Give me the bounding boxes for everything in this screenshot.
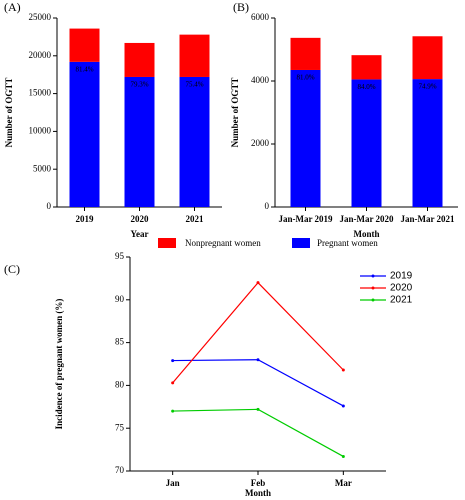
legend-label: Nonpregnant women [185, 238, 261, 248]
panel-title: (A) [4, 0, 21, 14]
y-tick-label: 5000 [33, 163, 52, 173]
series-line [172, 408, 344, 457]
bar-segment [351, 55, 382, 80]
bar-segment [351, 79, 382, 207]
y-axis-label: Number of OGTT [4, 78, 14, 148]
point [256, 281, 260, 285]
x-axis-label: Year [131, 229, 149, 239]
panel-title: (B) [233, 0, 249, 14]
x-tick-label: Mar [335, 478, 352, 488]
y-tick-label: 0 [265, 201, 270, 211]
x-tick-label: Jan-Mar 2020 [339, 214, 394, 224]
point [171, 409, 175, 413]
y-tick-label: 6000 [251, 12, 270, 22]
y-tick-label: 20000 [29, 50, 52, 60]
bar-annotation: 79.3% [130, 81, 148, 89]
legend-label: 2019 [390, 271, 413, 282]
legend-point [371, 298, 375, 302]
y-tick-label: 2000 [251, 138, 270, 148]
legend-label: 2020 [390, 283, 413, 294]
point [171, 381, 175, 385]
y-axis-label: Incidence of pregnant women (%) [54, 299, 64, 430]
series-line [172, 281, 344, 384]
bar-annotation: 81.0% [296, 74, 314, 82]
point [171, 359, 175, 363]
legend-label: 2021 [390, 295, 413, 306]
point [341, 454, 345, 458]
y-tick-label: 80 [115, 379, 125, 389]
point [256, 358, 260, 362]
bar-segment [179, 34, 210, 77]
legend-swatch [292, 238, 310, 248]
x-tick-label: Jan [166, 478, 180, 488]
bar-segment [412, 36, 443, 80]
panel-title: (C) [4, 262, 20, 276]
legend-swatch [158, 238, 176, 248]
y-tick-label: 85 [115, 337, 125, 347]
y-tick-label: 10000 [29, 125, 52, 135]
y-tick-label: 70 [115, 465, 125, 475]
x-tick-label: Jan-Mar 2019 [278, 214, 333, 224]
x-tick-label: Feb [251, 478, 266, 488]
legend-point [371, 286, 375, 290]
x-tick-label: 2020 [131, 214, 150, 224]
legend-label: Pregnant women [317, 238, 378, 248]
bar-segment [290, 69, 321, 207]
x-axis-label: Month [353, 229, 379, 239]
bar-segment [69, 61, 100, 208]
point [256, 407, 260, 411]
x-tick-label: Jan-Mar 2021 [400, 214, 455, 224]
bar-segment [290, 37, 321, 70]
bar-segment [69, 28, 100, 62]
bar-segment [412, 79, 443, 207]
bar-segment [179, 76, 210, 207]
x-tick-label: 2019 [76, 214, 95, 224]
point [341, 368, 345, 372]
series-line [172, 359, 344, 407]
bar-segment [124, 42, 155, 77]
bar-annotation: 81.4% [75, 65, 93, 73]
y-tick-label: 0 [47, 201, 52, 211]
y-tick-label: 4000 [251, 75, 270, 85]
legend-point [371, 274, 375, 278]
y-tick-label: 90 [115, 294, 125, 304]
point [341, 404, 345, 408]
y-tick-label: 75 [115, 422, 125, 432]
y-tick-label: 25000 [29, 12, 52, 22]
x-axis-label: Month [245, 488, 271, 498]
bar-annotation: 84.0% [357, 83, 375, 91]
y-tick-label: 15000 [29, 88, 52, 98]
y-axis-label: Number of OGTT [230, 78, 240, 148]
bar-annotation: 75.4% [185, 81, 203, 89]
bar-annotation: 74.9% [418, 83, 436, 91]
bar-segment [124, 76, 155, 207]
y-tick-label: 95 [115, 251, 125, 261]
x-tick-label: 2021 [186, 214, 205, 224]
